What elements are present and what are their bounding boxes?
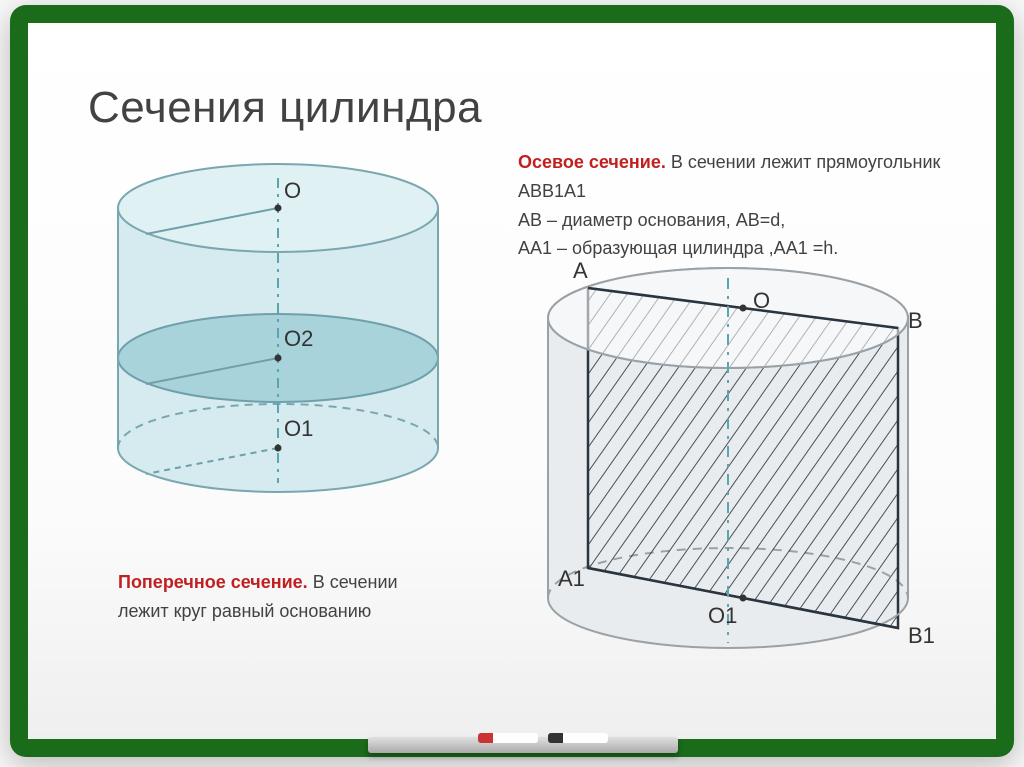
slide-content: Сечения цилиндра (28, 23, 996, 739)
right-caption-block: Осевое сечение. В сечении лежит прямоуго… (518, 148, 958, 263)
label-O1: O1 (284, 416, 313, 442)
right-caption-line1: Осевое сечение. В сечении лежит прямоуго… (518, 148, 958, 206)
label-O2: O2 (284, 326, 313, 352)
whiteboard-frame: Сечения цилиндра (10, 5, 1014, 757)
left-caption-red: Поперечное сечение. (118, 572, 308, 592)
label-B1: В1 (908, 623, 935, 649)
right-caption-red: Осевое сечение. (518, 152, 666, 172)
label-O1-right: O1 (708, 603, 737, 629)
right-caption2: АВ – диаметр основания, АВ=d, (518, 206, 958, 235)
label-B: В (908, 308, 923, 334)
right-figure: Осевое сечение. В сечении лежит прямоуго… (498, 148, 968, 708)
page-title: Сечения цилиндра (88, 83, 482, 133)
label-A1: А1 (558, 566, 585, 592)
left-cylinder-svg (88, 158, 468, 558)
whiteboard-tray (368, 737, 678, 753)
marker-red (478, 733, 538, 743)
marker-black (548, 733, 608, 743)
label-O: O (284, 178, 301, 204)
left-caption: Поперечное сечение. В сечении лежит круг… (118, 568, 448, 626)
label-O-right: O (753, 288, 770, 314)
left-figure: O O2 O1 Поперечное сечение. В сечении ле… (88, 158, 468, 638)
label-A: А (573, 258, 588, 284)
right-cylinder-svg (498, 258, 968, 708)
